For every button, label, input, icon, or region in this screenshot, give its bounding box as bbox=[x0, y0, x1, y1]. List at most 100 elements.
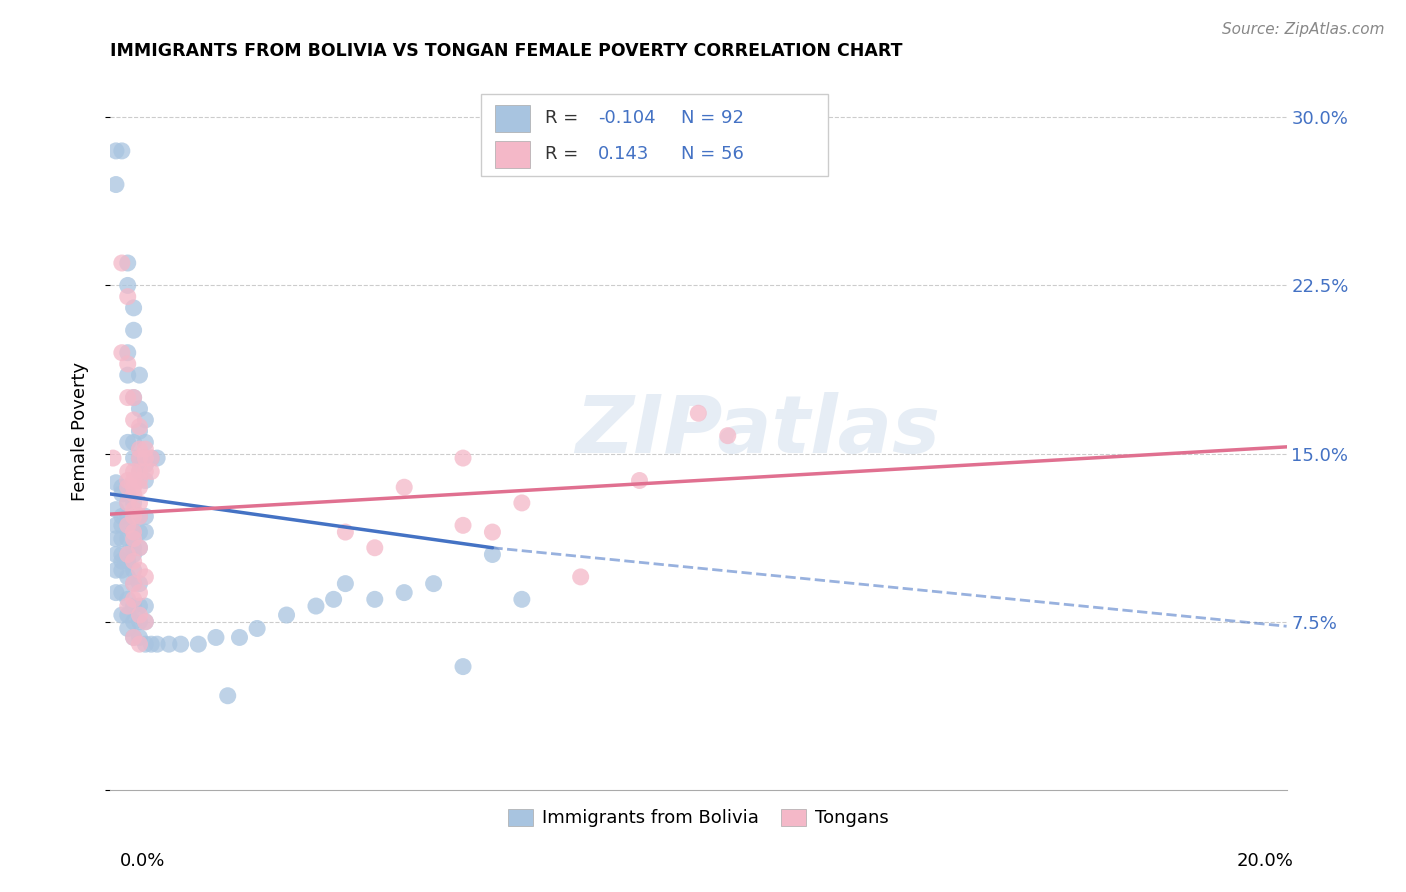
Point bbox=[481, 548, 503, 562]
Point bbox=[111, 532, 134, 546]
Point bbox=[111, 509, 134, 524]
Point bbox=[128, 599, 150, 613]
Point bbox=[392, 585, 415, 599]
Point bbox=[122, 524, 145, 539]
Point bbox=[128, 465, 150, 479]
Point bbox=[128, 480, 150, 494]
Point bbox=[335, 524, 357, 539]
Point bbox=[128, 576, 150, 591]
Point bbox=[510, 592, 533, 607]
Point bbox=[128, 631, 150, 645]
Point bbox=[122, 391, 145, 405]
Point bbox=[134, 413, 156, 427]
Point bbox=[134, 570, 156, 584]
Point bbox=[569, 570, 592, 584]
Point bbox=[122, 413, 145, 427]
Point bbox=[117, 391, 139, 405]
Point bbox=[111, 554, 134, 568]
Point bbox=[122, 631, 145, 645]
Point bbox=[122, 509, 145, 524]
Point bbox=[128, 451, 150, 466]
Point bbox=[364, 592, 387, 607]
Point bbox=[128, 451, 150, 466]
Point bbox=[122, 524, 145, 539]
Point bbox=[117, 532, 139, 546]
Point bbox=[122, 592, 145, 607]
Point bbox=[122, 631, 145, 645]
Point bbox=[246, 622, 269, 636]
Point bbox=[104, 532, 127, 546]
Point bbox=[276, 607, 298, 622]
Point bbox=[141, 451, 163, 466]
Point bbox=[128, 465, 150, 479]
Point bbox=[111, 585, 134, 599]
Point bbox=[104, 563, 127, 577]
Point bbox=[122, 301, 145, 315]
Point bbox=[122, 541, 145, 555]
Point bbox=[134, 599, 156, 613]
FancyBboxPatch shape bbox=[495, 104, 530, 132]
Text: R =: R = bbox=[546, 109, 585, 127]
Point bbox=[628, 474, 651, 488]
Point bbox=[122, 502, 145, 516]
Point bbox=[111, 256, 134, 270]
Point bbox=[122, 435, 145, 450]
Point bbox=[128, 442, 150, 456]
FancyBboxPatch shape bbox=[495, 141, 530, 168]
Point bbox=[134, 615, 156, 629]
Point bbox=[104, 502, 127, 516]
Point bbox=[146, 451, 169, 466]
Point bbox=[422, 576, 444, 591]
Point bbox=[117, 474, 139, 488]
Text: ZIPatlas: ZIPatlas bbox=[575, 392, 939, 470]
Point bbox=[117, 570, 139, 584]
Point bbox=[451, 659, 474, 673]
Point bbox=[322, 592, 344, 607]
Text: 0.0%: 0.0% bbox=[120, 852, 165, 870]
Point bbox=[122, 532, 145, 546]
Text: R =: R = bbox=[546, 145, 591, 162]
Text: Source: ZipAtlas.com: Source: ZipAtlas.com bbox=[1222, 22, 1385, 37]
Point bbox=[128, 509, 150, 524]
Point bbox=[510, 496, 533, 510]
Point bbox=[117, 278, 139, 293]
Point bbox=[451, 518, 474, 533]
Point bbox=[481, 524, 503, 539]
Point bbox=[117, 518, 139, 533]
Point bbox=[122, 599, 145, 613]
Point bbox=[117, 465, 139, 479]
Point bbox=[104, 518, 127, 533]
Point bbox=[134, 524, 156, 539]
Point bbox=[217, 689, 239, 703]
Point bbox=[128, 637, 150, 651]
Point bbox=[117, 607, 139, 622]
Point bbox=[117, 554, 139, 568]
Point bbox=[128, 401, 150, 416]
Point bbox=[117, 368, 139, 383]
Point bbox=[128, 524, 150, 539]
FancyBboxPatch shape bbox=[481, 94, 828, 177]
Point bbox=[117, 548, 139, 562]
Point bbox=[305, 599, 328, 613]
Point bbox=[117, 345, 139, 359]
Point bbox=[111, 487, 134, 501]
Point bbox=[392, 480, 415, 494]
Point bbox=[111, 345, 134, 359]
Point bbox=[111, 518, 134, 533]
Point bbox=[134, 435, 156, 450]
Point bbox=[117, 592, 139, 607]
Point bbox=[117, 496, 139, 510]
Point bbox=[128, 541, 150, 555]
Point bbox=[104, 585, 127, 599]
Point bbox=[128, 424, 150, 438]
Point bbox=[122, 391, 145, 405]
Point bbox=[364, 541, 387, 555]
Point bbox=[134, 637, 156, 651]
Point bbox=[228, 631, 250, 645]
Point bbox=[134, 458, 156, 472]
Point bbox=[122, 487, 145, 501]
Point bbox=[187, 637, 209, 651]
Point bbox=[134, 615, 156, 629]
Point bbox=[128, 607, 150, 622]
Point bbox=[111, 480, 134, 494]
